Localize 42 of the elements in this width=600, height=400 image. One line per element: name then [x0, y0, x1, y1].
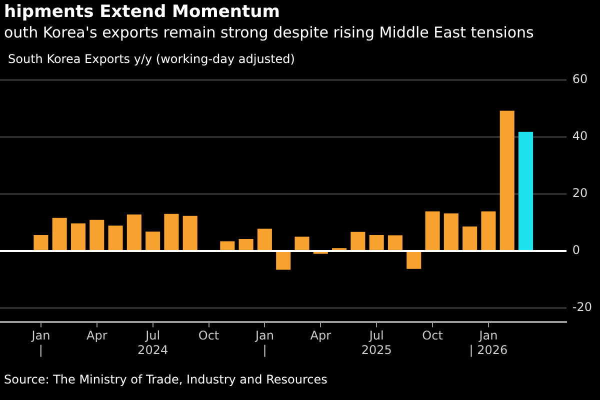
x-tick-label: Apr — [86, 328, 108, 343]
bar — [238, 238, 254, 250]
bar — [425, 211, 440, 250]
bar — [276, 252, 291, 270]
x-tick-label: Oct — [422, 328, 444, 343]
x-tick-label: Apr — [310, 328, 332, 343]
bar — [108, 226, 123, 250]
chart-title: hipments Extend Momentum — [4, 2, 280, 22]
bar — [444, 213, 458, 250]
bar — [220, 241, 235, 250]
y-axis-title: South Korea Exports y/y (working-day adjusted) — [8, 52, 295, 66]
bar — [369, 235, 384, 250]
bar — [146, 232, 160, 250]
bar — [294, 236, 310, 250]
bar — [90, 220, 104, 250]
y-tick-label: -20 — [572, 300, 592, 314]
y-tick-label: 60 — [572, 72, 588, 86]
bar — [126, 214, 142, 250]
x-tick-label: Jul 2024 — [138, 328, 168, 357]
bar — [518, 132, 534, 250]
bar — [34, 235, 48, 250]
source-note: Source: The Ministry of Trade, Industry and Resources — [4, 372, 328, 386]
bar — [70, 223, 86, 250]
bar — [164, 214, 179, 250]
y-tick-label: 0 — [572, 243, 580, 258]
y-tick-label: 40 — [572, 129, 588, 144]
bar — [350, 232, 366, 250]
x-tick-label: Jan | — [30, 328, 50, 357]
bar — [406, 252, 422, 269]
bar — [257, 228, 272, 250]
bar — [52, 218, 67, 250]
x-tick-label: Oct — [198, 328, 220, 343]
bar — [182, 216, 198, 250]
x-tick-label: Jan | — [254, 328, 274, 357]
bar — [462, 226, 478, 250]
x-tick-label: Jan | 2026 — [469, 328, 508, 357]
bar — [481, 211, 496, 250]
x-tick-label: Jul 2025 — [361, 328, 392, 357]
chart-subtitle: outh Korea's exports remain strong despite rising Middle East tensions — [4, 23, 534, 42]
y-tick-label: 20 — [572, 186, 588, 200]
bar — [388, 235, 403, 250]
bar — [500, 110, 514, 250]
